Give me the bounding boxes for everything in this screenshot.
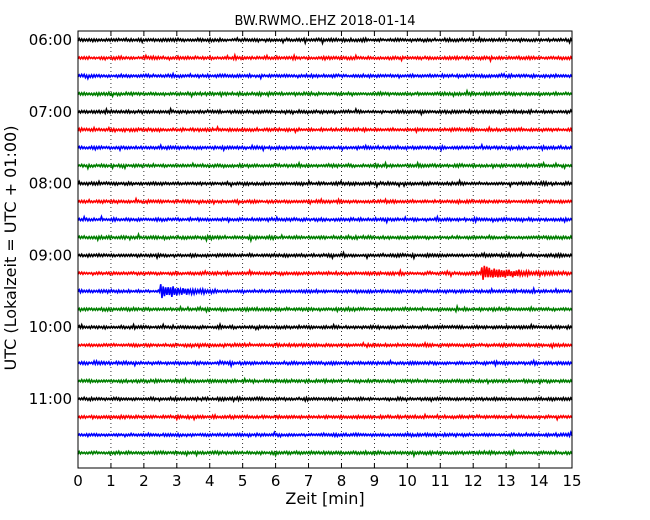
x-tick-label: 5 [238,472,248,490]
x-tick-label: 3 [172,472,182,490]
y-tick-label: 09:00 [29,246,72,264]
seismic-trace [77,376,573,386]
x-tick-label: 1 [106,472,116,490]
seismic-trace [77,250,573,261]
x-tick-label: 12 [464,472,483,490]
seismic-trace [77,35,573,46]
grid-lines [110,31,540,468]
seismic-trace [77,124,573,135]
seismic-trace [77,284,573,299]
x-tick-label: 9 [370,472,380,490]
x-tick-label: 4 [205,472,215,490]
y-axis-label: UTC (Lokalzeit = UTC + 01:00) [1,126,20,371]
x-tick-label: 7 [304,472,314,490]
seismic-trace [77,265,573,280]
y-tick-label: 11:00 [29,390,72,408]
seismic-trace [77,412,573,422]
seismic-trace [77,214,573,225]
x-axis: 0 1 2 3 4 5 6 7 8 9 10 11 12 13 14 15 [73,31,582,490]
x-tick-label: 10 [398,472,417,490]
seismic-trace [77,429,573,439]
seismic-trace [77,106,573,117]
seismic-trace [77,448,573,459]
x-tick-label: 6 [271,472,281,490]
seismic-trace [77,52,573,64]
seismic-trace [77,358,573,369]
seismic-trace [77,231,573,244]
seismic-trace [77,178,573,189]
y-axis: 06:00 07:00 08:00 09:00 10:00 11:00 [29,31,83,408]
seismic-trace [77,321,573,332]
x-tick-label: 11 [431,472,450,490]
x-tick-label: 14 [530,472,549,490]
y-tick-label: 10:00 [29,318,72,336]
y-tick-label: 08:00 [29,175,72,193]
seismic-trace [77,303,573,314]
chart-title: BW.RWMO..EHZ 2018-01-14 [234,14,415,29]
seismic-trace [77,142,573,153]
x-tick-label: 13 [497,472,516,490]
seismic-trace [77,340,573,350]
x-tick-label: 15 [562,472,581,490]
seismic-trace [77,160,573,171]
x-axis-label: Zeit [min] [285,489,364,508]
y-tick-label: 07:00 [29,103,72,121]
seismic-trace [77,71,573,81]
trace-group [77,35,573,459]
seismic-trace [77,395,573,404]
x-tick-label: 8 [337,472,347,490]
seismic-trace [77,88,573,99]
y-tick-label: 06:00 [29,31,72,49]
plot-frame [77,30,573,469]
seismic-trace [77,196,573,206]
x-tick-label: 2 [139,472,149,490]
x-tick-label: 0 [73,472,83,490]
